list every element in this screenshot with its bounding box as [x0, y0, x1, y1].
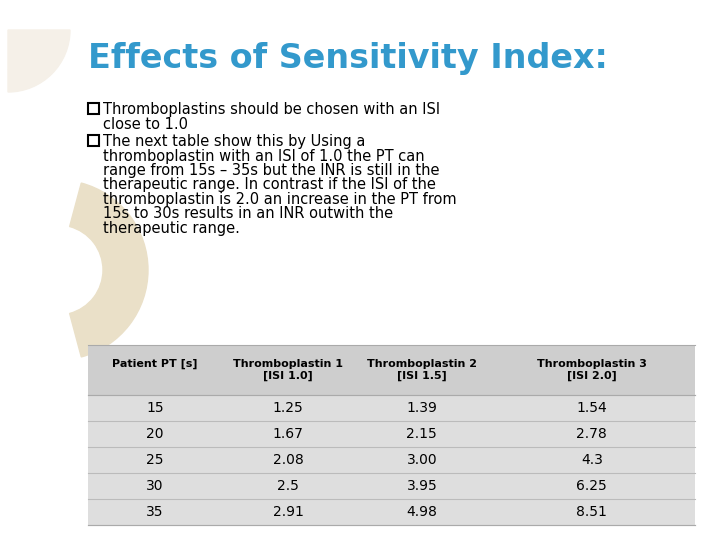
- Text: thromboplastin with an ISI of 1.0 the PT can: thromboplastin with an ISI of 1.0 the PT…: [103, 148, 425, 164]
- Bar: [88, 345, 695, 525]
- Text: 2.08: 2.08: [273, 453, 304, 467]
- Text: 2.78: 2.78: [577, 427, 607, 441]
- Text: 4.3: 4.3: [581, 453, 603, 467]
- Text: 3.95: 3.95: [407, 479, 437, 493]
- Text: therapeutic range.: therapeutic range.: [103, 221, 240, 236]
- Wedge shape: [70, 183, 148, 357]
- Text: The next table show this by Using a: The next table show this by Using a: [103, 134, 365, 149]
- Bar: [88, 103, 99, 114]
- Text: 20: 20: [146, 427, 163, 441]
- Text: 6.25: 6.25: [577, 479, 607, 493]
- Text: [ISI 2.0]: [ISI 2.0]: [567, 371, 617, 381]
- Text: Thromboplastins should be chosen with an ISI: Thromboplastins should be chosen with an…: [103, 102, 440, 117]
- Text: close to 1.0: close to 1.0: [103, 117, 188, 132]
- Text: Thromboplastin 2: Thromboplastin 2: [367, 359, 477, 369]
- Text: 3.00: 3.00: [407, 453, 437, 467]
- Text: Patient PT [s]: Patient PT [s]: [112, 359, 197, 369]
- Text: thromboplastin is 2.0 an increase in the PT from: thromboplastin is 2.0 an increase in the…: [103, 192, 456, 207]
- Text: 1.39: 1.39: [406, 401, 437, 415]
- Text: [ISI 1.5]: [ISI 1.5]: [397, 371, 446, 381]
- Text: 25: 25: [146, 453, 163, 467]
- Text: 4.98: 4.98: [406, 505, 437, 519]
- Text: 2.15: 2.15: [407, 427, 437, 441]
- Text: 1.67: 1.67: [273, 427, 304, 441]
- Text: 15: 15: [146, 401, 163, 415]
- Text: therapeutic range. In contrast if the ISI of the: therapeutic range. In contrast if the IS…: [103, 178, 436, 192]
- Text: 35: 35: [146, 505, 163, 519]
- Text: range from 15s – 35s but the INR is still in the: range from 15s – 35s but the INR is stil…: [103, 163, 439, 178]
- Text: Thromboplastin 1: Thromboplastin 1: [233, 359, 343, 369]
- Text: 30: 30: [146, 479, 163, 493]
- Text: 15s to 30s results in an INR outwith the: 15s to 30s results in an INR outwith the: [103, 206, 393, 221]
- Text: 8.51: 8.51: [577, 505, 607, 519]
- Bar: [88, 135, 99, 146]
- Text: 2.5: 2.5: [277, 479, 300, 493]
- Bar: [88, 345, 695, 395]
- Wedge shape: [8, 30, 70, 92]
- Text: [ISI 1.0]: [ISI 1.0]: [264, 371, 313, 381]
- Text: 1.54: 1.54: [577, 401, 607, 415]
- Text: Thromboplastin 3: Thromboplastin 3: [537, 359, 647, 369]
- Text: Effects of Sensitivity Index:: Effects of Sensitivity Index:: [88, 42, 608, 75]
- Text: 2.91: 2.91: [273, 505, 304, 519]
- Text: 1.25: 1.25: [273, 401, 304, 415]
